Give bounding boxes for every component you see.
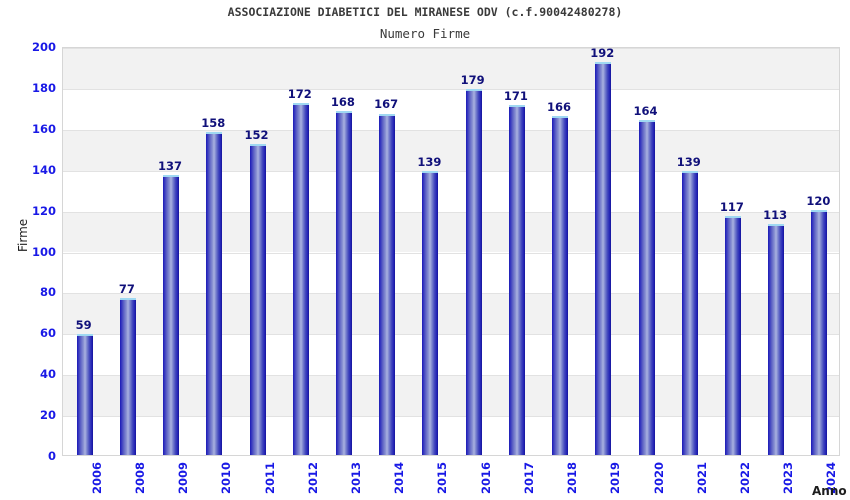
y-axis-tick-label: 180 <box>31 80 56 95</box>
bar[interactable] <box>811 209 828 455</box>
bar[interactable] <box>768 223 785 455</box>
x-axis-tick-label: 2013 <box>348 462 363 495</box>
bar[interactable] <box>681 170 698 455</box>
bar-value-label: 59 <box>75 318 92 333</box>
plot-area <box>62 47 840 456</box>
y-axis-tick-label: 40 <box>39 367 56 382</box>
bar-value-label: 167 <box>374 97 399 112</box>
background-band <box>63 48 839 89</box>
chart-title: ASSOCIAZIONE DIABETICI DEL MIRANESE ODV … <box>227 5 623 19</box>
bar[interactable] <box>508 105 525 455</box>
x-axis-tick-label: 2012 <box>305 462 320 495</box>
x-axis-tick-label: 2011 <box>262 462 277 495</box>
bar[interactable] <box>724 215 741 455</box>
bar-value-label: 152 <box>244 128 269 143</box>
x-axis-title: Anno <box>812 484 847 498</box>
x-axis-tick-label: 2017 <box>521 462 536 495</box>
x-axis-tick-label: 2006 <box>89 462 104 495</box>
x-axis-tick-label: 2021 <box>694 462 709 495</box>
x-axis-tick-label: 2009 <box>176 462 191 495</box>
bar-value-label: 171 <box>503 89 528 104</box>
bar[interactable] <box>465 88 482 455</box>
bar-value-label: 168 <box>330 95 355 110</box>
bar[interactable] <box>379 113 396 455</box>
bar-value-label: 137 <box>158 158 183 173</box>
bar-value-label: 164 <box>633 103 658 118</box>
bar[interactable] <box>638 119 655 455</box>
background-band <box>63 293 839 335</box>
y-axis-tick-label: 120 <box>31 203 56 218</box>
bar[interactable] <box>249 144 266 455</box>
bar-value-label: 158 <box>201 115 226 130</box>
x-axis-tick-label: 2008 <box>132 462 147 495</box>
bar[interactable] <box>163 174 180 455</box>
gridline <box>63 211 839 213</box>
bar-value-label: 117 <box>719 199 744 214</box>
gridline <box>63 375 839 377</box>
background-band <box>63 211 839 253</box>
bars-layer <box>63 48 839 455</box>
bar-value-label: 139 <box>676 154 701 169</box>
bar-value-label: 120 <box>806 193 831 208</box>
bar[interactable] <box>335 111 352 455</box>
x-axis-tick-label: 2020 <box>651 462 666 495</box>
gridline <box>63 334 839 336</box>
y-axis-tick-label: 80 <box>39 285 56 300</box>
bar-value-label: 166 <box>547 99 572 114</box>
bar[interactable] <box>119 297 136 455</box>
bar[interactable] <box>595 62 612 455</box>
bar-value-label: 139 <box>417 154 442 169</box>
gridline <box>63 88 839 90</box>
bar-value-label: 77 <box>118 281 135 296</box>
y-axis-tick-label: 100 <box>31 244 56 259</box>
y-axis-title: Firme <box>16 218 30 252</box>
x-axis-tick-label: 2016 <box>478 462 493 495</box>
y-axis-tick-label: 20 <box>39 408 56 423</box>
x-axis-tick-label: 2018 <box>565 462 580 495</box>
background-band <box>63 129 839 171</box>
bar-value-label: 179 <box>460 72 485 87</box>
x-axis-tick-label: 2015 <box>435 462 450 495</box>
bar[interactable] <box>422 170 439 455</box>
chart-subtitle: Numero Firme <box>379 26 471 41</box>
x-axis-tick-label: 2019 <box>608 462 623 495</box>
gridline <box>63 416 839 418</box>
x-axis-tick-label: 2022 <box>737 462 752 495</box>
bar-value-label: 192 <box>590 46 615 61</box>
bar-value-label: 113 <box>763 207 788 222</box>
background-band <box>63 375 839 417</box>
gridline <box>63 129 839 131</box>
gridline <box>63 170 839 172</box>
y-axis-tick-label: 160 <box>31 121 56 136</box>
y-axis-tick-labels: 0 20 40 60 80 100 120 140 160 180 200 <box>0 40 56 463</box>
x-axis-tick-label: 2023 <box>781 462 796 495</box>
bar[interactable] <box>552 115 569 455</box>
x-axis-tick-label: 2010 <box>219 462 234 495</box>
x-axis-tick-label: 2014 <box>392 462 407 495</box>
y-axis-tick-label: 0 <box>47 449 56 463</box>
gridline <box>63 48 839 49</box>
bar-value-label: 172 <box>287 87 312 102</box>
bar[interactable] <box>206 131 223 455</box>
y-axis-tick-label: 140 <box>31 162 56 177</box>
gridline <box>63 252 839 254</box>
y-axis-tick-label: 200 <box>31 40 56 54</box>
bar[interactable] <box>76 334 93 455</box>
y-axis-tick-label: 60 <box>39 326 56 341</box>
gridline <box>63 293 839 295</box>
bar[interactable] <box>292 103 309 455</box>
